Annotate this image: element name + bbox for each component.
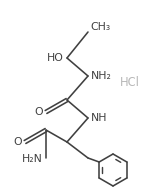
Text: HO: HO [47,53,64,63]
Text: O: O [34,107,43,117]
Text: NH: NH [91,113,108,123]
Text: HCl: HCl [120,75,140,88]
Text: NH₂: NH₂ [91,71,112,81]
Text: O: O [13,137,22,147]
Text: CH₃: CH₃ [90,22,110,32]
Text: H₂N: H₂N [22,154,43,164]
